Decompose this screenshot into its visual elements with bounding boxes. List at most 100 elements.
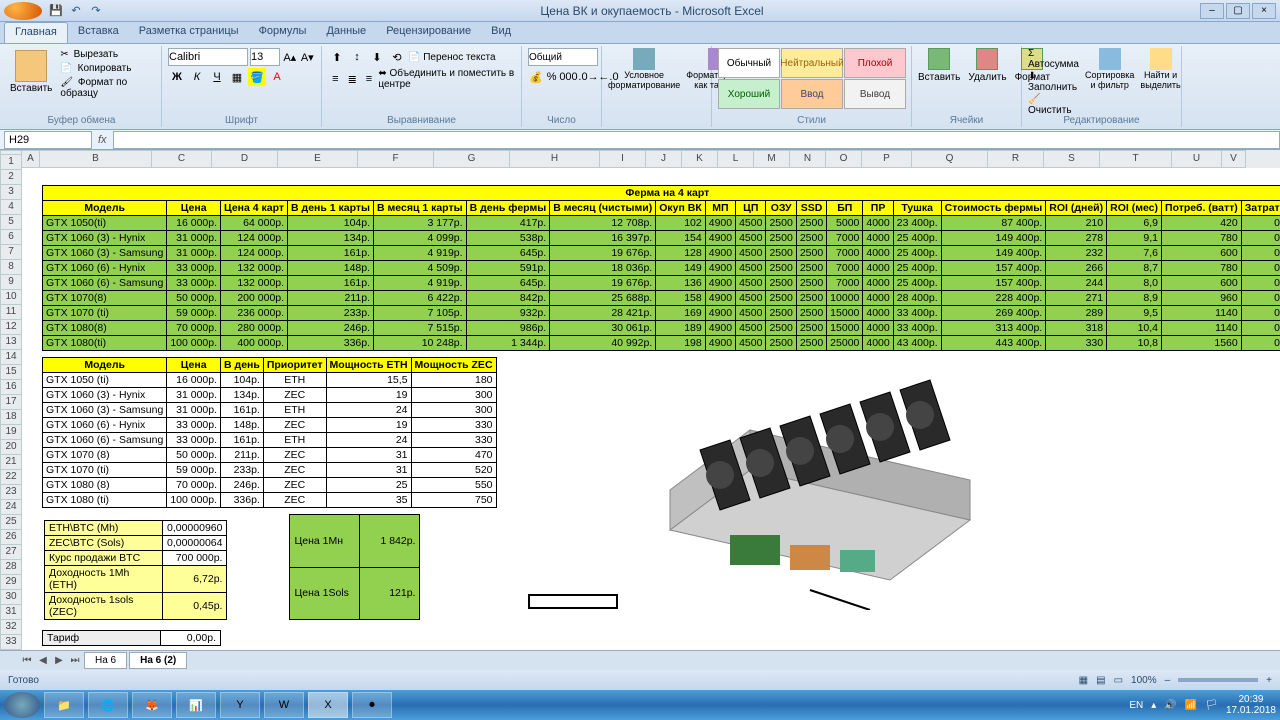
row-header[interactable]: 13 <box>0 335 22 350</box>
table-cell[interactable]: 244 <box>1046 276 1107 291</box>
table-cell[interactable]: 2500 <box>796 276 826 291</box>
table-cell[interactable]: 7 105р. <box>374 306 467 321</box>
style-cell[interactable]: Обычный <box>718 48 780 78</box>
table-cell[interactable]: GTX 1070 (ti) <box>43 463 167 478</box>
table-cell[interactable]: 232 <box>1046 246 1107 261</box>
table-cell[interactable]: GTX 1060 (3) - Hynix <box>43 388 167 403</box>
grow-font-icon[interactable]: A▴ <box>282 48 298 66</box>
rate-value[interactable]: 0,45р. <box>163 593 227 620</box>
rate-value[interactable]: 0,00000960 <box>163 521 227 536</box>
table-cell[interactable]: 330 <box>411 433 496 448</box>
sheet-tab[interactable]: На 6 <box>84 652 127 669</box>
table-cell[interactable]: GTX 1080 (8) <box>43 478 167 493</box>
taskbar-app-icon[interactable]: 📊 <box>176 692 216 718</box>
ribbon-tab-3[interactable]: Формулы <box>249 22 317 43</box>
col-header[interactable]: L <box>718 150 754 168</box>
row-header[interactable]: 28 <box>0 560 22 575</box>
table-cell[interactable]: GTX 1060 (6) - Samsung <box>43 433 167 448</box>
table-cell[interactable]: 161р. <box>288 246 374 261</box>
table-cell[interactable]: 102 <box>656 216 706 231</box>
sort-filter-button[interactable]: Сортировка и фильтр <box>1085 48 1134 116</box>
table-cell[interactable]: 4500 <box>736 261 766 276</box>
tray-volume-icon[interactable]: 🔊 <box>1164 700 1176 711</box>
tray-flag-icon[interactable]: 🏳 <box>1205 700 1218 711</box>
table-cell[interactable]: 104р. <box>288 216 374 231</box>
table-cell[interactable]: 4000 <box>863 306 893 321</box>
shrink-font-icon[interactable]: A▾ <box>300 48 316 66</box>
table-cell[interactable]: 33 000р. <box>167 276 221 291</box>
col-header[interactable]: J <box>646 150 682 168</box>
table-cell[interactable]: 600 <box>1162 276 1242 291</box>
table-cell[interactable]: 4000 <box>863 216 893 231</box>
table-cell[interactable]: ZEC <box>263 493 326 508</box>
zoom-level[interactable]: 100% <box>1131 675 1157 686</box>
table-cell[interactable]: 550 <box>411 478 496 493</box>
table-cell[interactable]: 87 400р. <box>941 216 1046 231</box>
table-cell[interactable]: 169 <box>656 306 706 321</box>
table-cell[interactable]: ZEC <box>263 418 326 433</box>
table-cell[interactable]: 18 036р. <box>550 261 656 276</box>
table-cell[interactable]: 134р. <box>288 231 374 246</box>
table-cell[interactable]: 4 099р. <box>374 231 467 246</box>
table-cell[interactable]: 104р. <box>221 373 264 388</box>
table-cell[interactable]: GTX 1060 (3) - Hynix <box>43 231 167 246</box>
col-header[interactable]: I <box>600 150 646 168</box>
table-cell[interactable]: 4000 <box>863 261 893 276</box>
inc-decimal-icon[interactable]: .0→ <box>579 68 597 86</box>
table-cell[interactable]: 2500 <box>766 231 796 246</box>
table-cell[interactable]: 23 400р. <box>893 216 941 231</box>
table-cell[interactable]: 4000 <box>863 276 893 291</box>
row-header[interactable]: 3 <box>0 185 22 200</box>
table-cell[interactable]: 246р. <box>221 478 264 493</box>
row-header[interactable]: 8 <box>0 260 22 275</box>
table-cell[interactable]: 16 000р. <box>167 373 221 388</box>
table-cell[interactable]: 24 <box>326 403 411 418</box>
fill-color-button[interactable]: 🪣 <box>248 68 266 86</box>
align-mid-icon[interactable]: ↕ <box>348 48 366 66</box>
table-cell[interactable]: 336р. <box>221 493 264 508</box>
table-cell[interactable]: 645р. <box>466 276 550 291</box>
table-cell[interactable]: 7,6 <box>1107 246 1162 261</box>
row-header[interactable]: 21 <box>0 455 22 470</box>
zoom-out-icon[interactable]: – <box>1165 675 1171 686</box>
table-cell[interactable]: GTX 1060 (3) - Samsung <box>43 246 167 261</box>
table-cell[interactable]: 124 000р. <box>221 231 288 246</box>
table-cell[interactable]: 161р. <box>221 433 264 448</box>
table-cell[interactable]: 148р. <box>221 418 264 433</box>
table-cell[interactable]: 0р. <box>1241 336 1280 351</box>
clear-button[interactable]: 🧹 Очистить <box>1028 94 1079 116</box>
tab-nav-last-icon[interactable]: ⏭ <box>68 655 82 666</box>
row-header[interactable]: 14 <box>0 350 22 365</box>
bold-button[interactable]: Ж <box>168 68 186 86</box>
col-header[interactable]: H <box>510 150 600 168</box>
table-cell[interactable]: 10 248р. <box>374 336 467 351</box>
table-cell[interactable]: 932р. <box>466 306 550 321</box>
price-value[interactable]: 121р. <box>360 567 420 620</box>
style-cell[interactable]: Ввод <box>781 79 843 109</box>
table-cell[interactable]: GTX 1080(8) <box>43 321 167 336</box>
table-cell[interactable]: 0р. <box>1241 216 1280 231</box>
col-header[interactable]: Q <box>912 150 988 168</box>
view-normal-icon[interactable]: ▦ <box>1079 675 1088 686</box>
table-cell[interactable]: 4500 <box>736 216 766 231</box>
table-cell[interactable]: 2500 <box>796 216 826 231</box>
table-cell[interactable]: 15000 <box>827 306 863 321</box>
table-cell[interactable]: 233р. <box>221 463 264 478</box>
table-cell[interactable]: 33 400р. <box>893 306 941 321</box>
office-button[interactable] <box>4 2 42 20</box>
table-cell[interactable]: 5000 <box>827 216 863 231</box>
ribbon-tab-1[interactable]: Вставка <box>68 22 129 43</box>
table-cell[interactable]: 25 <box>326 478 411 493</box>
table-cell[interactable]: 134р. <box>221 388 264 403</box>
name-box[interactable] <box>4 131 92 149</box>
align-top-icon[interactable]: ⬆ <box>328 48 346 66</box>
number-format-select[interactable] <box>528 48 598 66</box>
table-cell[interactable]: 266 <box>1046 261 1107 276</box>
table-cell[interactable]: 6,9 <box>1107 216 1162 231</box>
table-cell[interactable]: 210 <box>1046 216 1107 231</box>
autosum-button[interactable]: Σ Автосумма <box>1028 48 1079 70</box>
table-cell[interactable]: 31 000р. <box>167 231 221 246</box>
table-cell[interactable]: 538р. <box>466 231 550 246</box>
font-name-select[interactable] <box>168 48 248 66</box>
row-header[interactable]: 10 <box>0 290 22 305</box>
